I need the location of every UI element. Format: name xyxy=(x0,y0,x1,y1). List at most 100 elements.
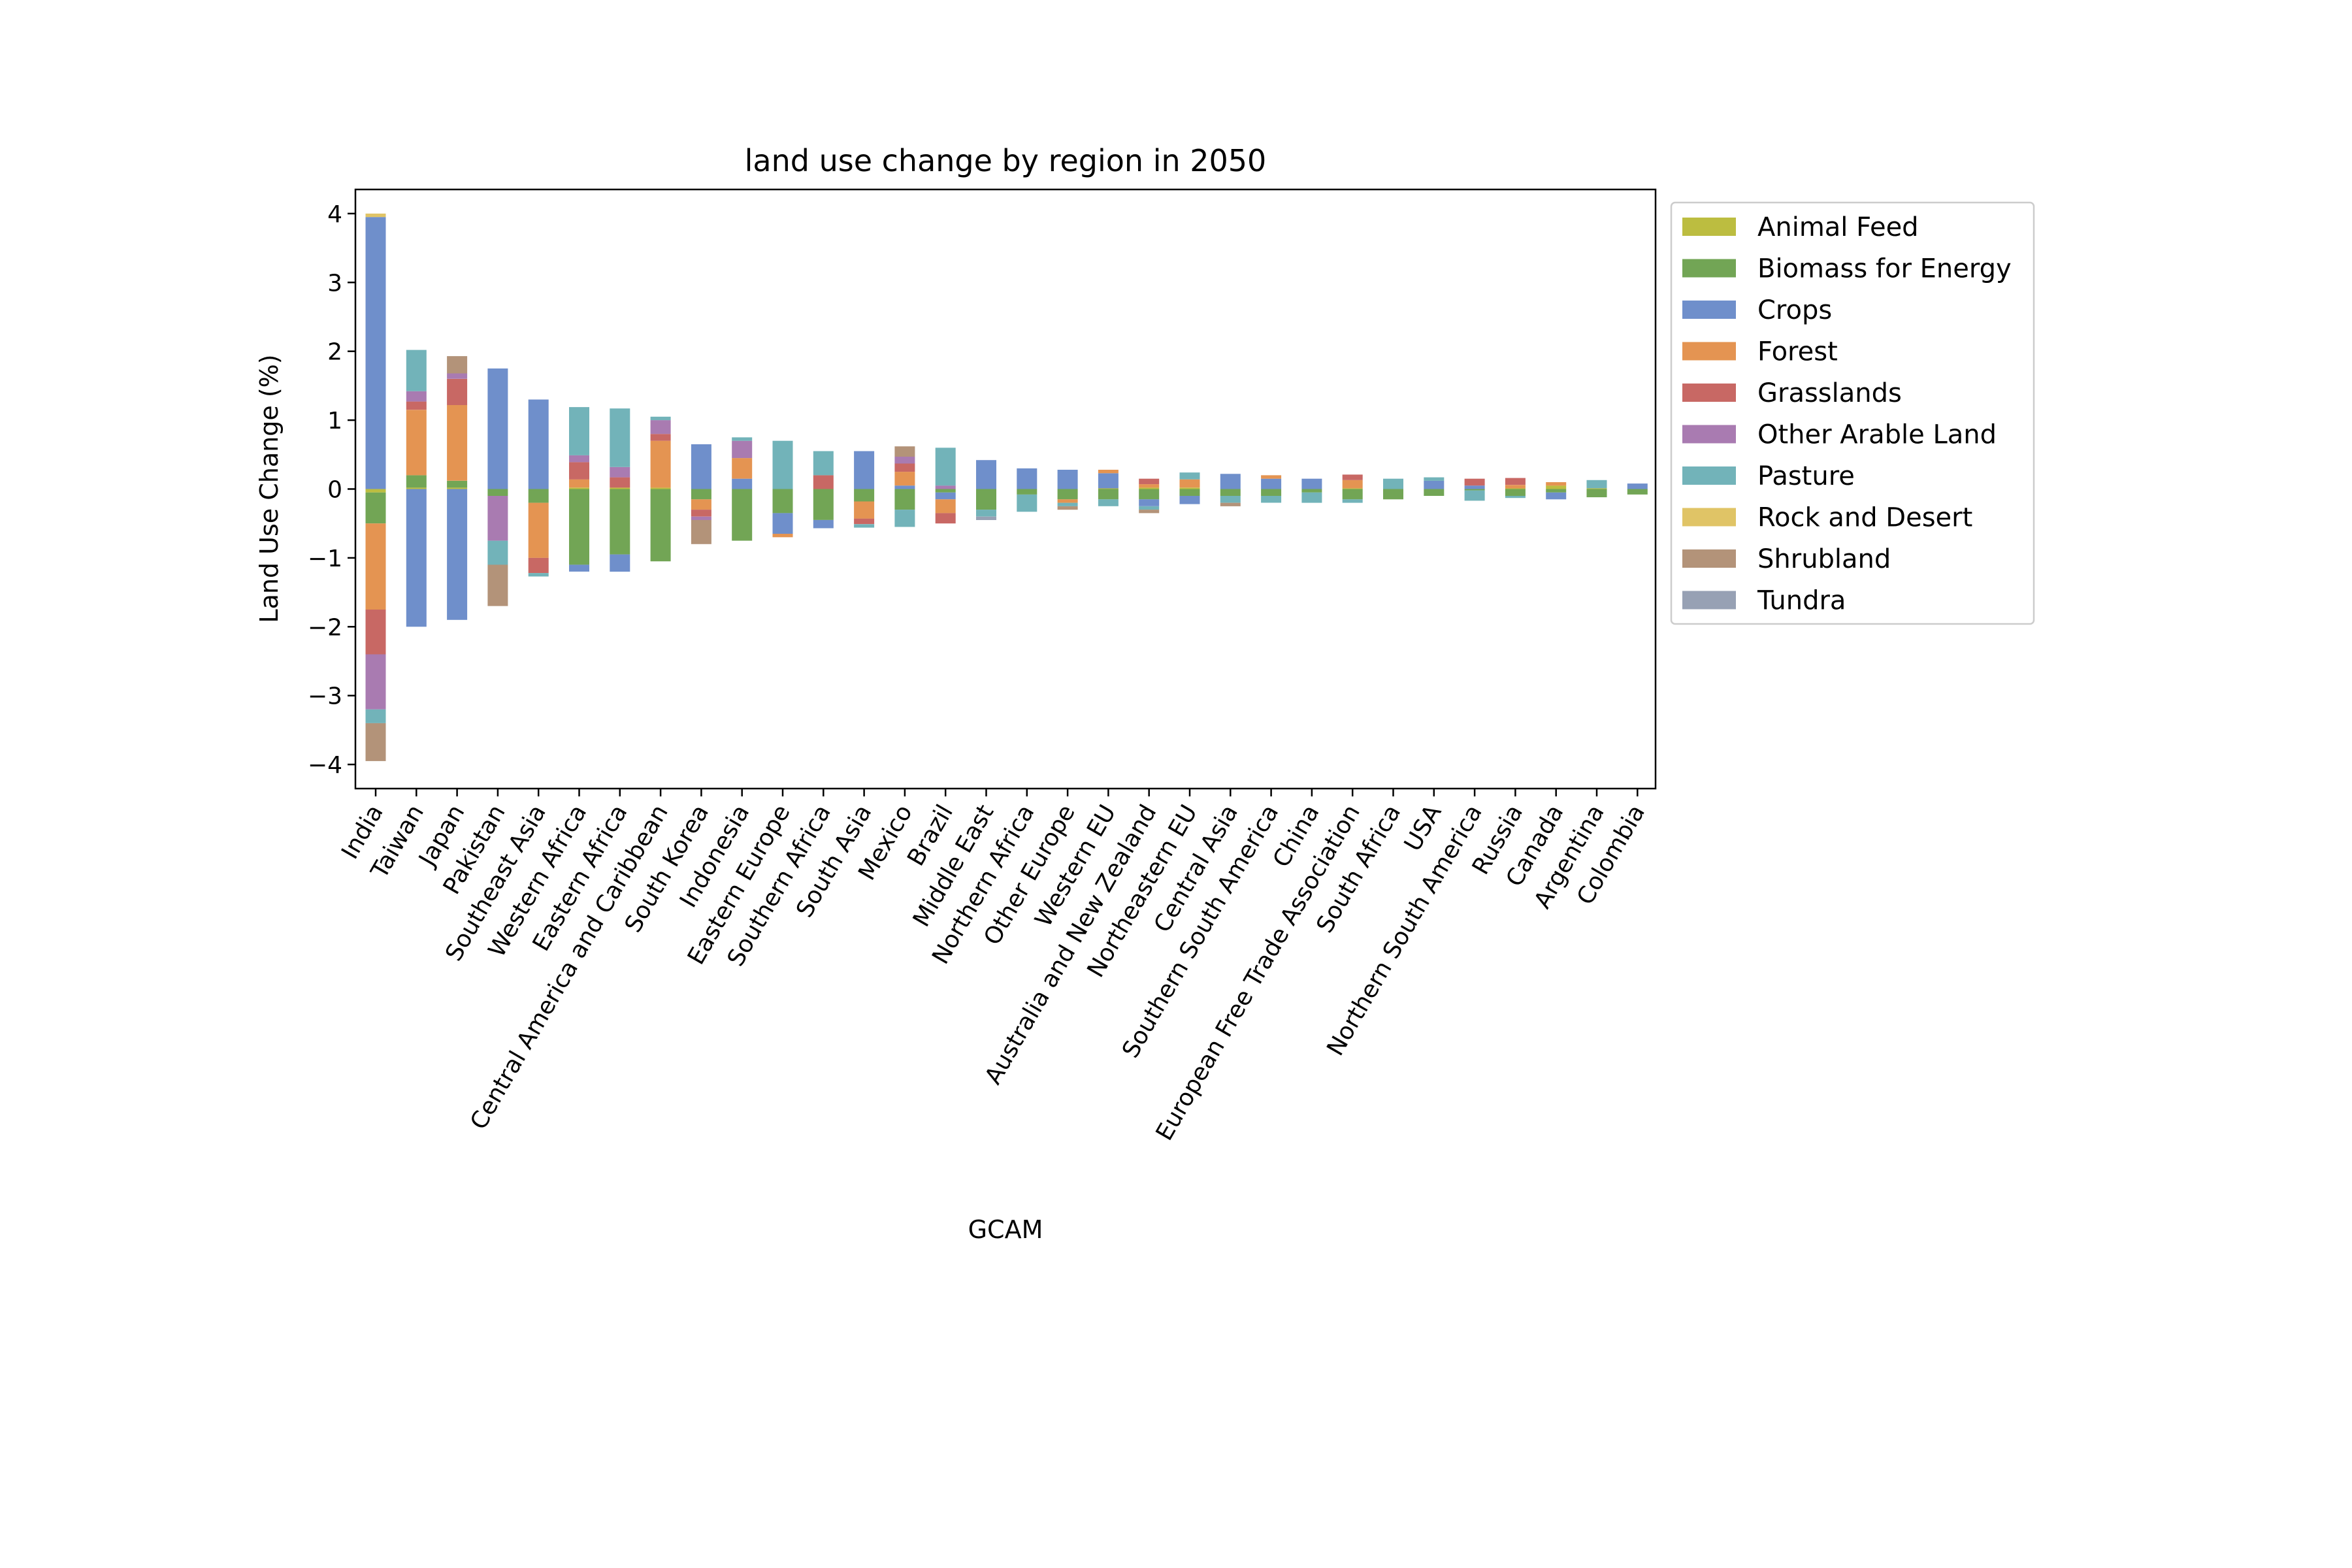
legend-label-tundra: Tundra xyxy=(1757,586,1846,616)
bar-indonesia-forest xyxy=(732,458,753,479)
bar-central-asia-shrubland xyxy=(1220,502,1241,506)
bar-southeast-asia-grasslands xyxy=(528,557,549,574)
bar-central-america-and-caribbean-grasslands xyxy=(650,434,671,441)
bar-pakistan-pasture xyxy=(487,540,508,565)
bar-taiwan-biomass-for-energy xyxy=(406,475,427,488)
bar-western-africa-other-arable-land xyxy=(569,455,589,463)
bar-mexico-forest xyxy=(894,472,915,486)
bar-india-shrubland xyxy=(365,723,386,761)
bar-central-america-and-caribbean-pasture xyxy=(650,416,671,421)
bar-southeast-asia-forest xyxy=(528,502,549,558)
bar-russia-pasture xyxy=(1505,496,1526,498)
bar-australia-and-new-zealand-animal-feed xyxy=(1139,487,1160,489)
bar-central-america-and-caribbean-animal-feed xyxy=(650,487,671,489)
bar-japan-other-arable-land xyxy=(447,373,468,379)
bar-south-asia-forest xyxy=(854,501,875,519)
bar-southern-africa-grasslands xyxy=(813,475,834,489)
bar-western-africa-biomass-for-energy xyxy=(569,489,589,565)
bar-indonesia-biomass-for-energy xyxy=(732,489,753,541)
bar-canada-biomass-for-energy xyxy=(1546,489,1567,493)
bar-colombia-biomass-for-energy xyxy=(1627,489,1648,495)
bar-india-forest xyxy=(365,523,386,610)
y-tick-label: −4 xyxy=(308,752,342,779)
bars-layer xyxy=(365,213,1648,761)
bar-southeast-asia-crops xyxy=(528,399,549,489)
bar-southern-south-america-biomass-for-energy xyxy=(1261,489,1282,496)
bar-australia-and-new-zealand-biomass-for-energy xyxy=(1139,489,1160,500)
bar-southern-south-america-crops xyxy=(1261,478,1282,489)
bar-brazil-forest xyxy=(935,499,956,514)
bar-south-korea-forest xyxy=(691,499,711,510)
bar-northern-south-america-pasture xyxy=(1464,490,1485,501)
bar-northern-africa-pasture xyxy=(1017,494,1037,512)
bar-india-rock-and-desert xyxy=(365,213,386,218)
bar-taiwan-animal-feed xyxy=(406,487,427,489)
bar-mexico-biomass-for-energy xyxy=(894,489,915,510)
bar-northern-south-america-crops xyxy=(1464,485,1485,489)
legend-swatch-shrubland xyxy=(1682,549,1736,568)
legend-swatch-tundra xyxy=(1682,591,1736,610)
legend-swatch-animal-feed xyxy=(1682,218,1736,236)
bar-western-eu-biomass-for-energy xyxy=(1098,489,1119,500)
chart-title: land use change by region in 2050 xyxy=(745,143,1267,178)
bar-indonesia-crops xyxy=(732,478,753,489)
bar-eastern-africa-other-arable-land xyxy=(610,466,630,478)
bar-european-free-trade-association-animal-feed xyxy=(1342,488,1363,489)
bar-central-asia-biomass-for-energy xyxy=(1220,489,1241,496)
x-axis-label: GCAM xyxy=(968,1215,1043,1244)
bar-australia-and-new-zealand-forest xyxy=(1139,484,1160,488)
bar-western-eu-crops xyxy=(1098,473,1119,489)
bar-canada-animal-feed xyxy=(1546,485,1567,489)
bar-pakistan-biomass-for-energy xyxy=(487,489,508,496)
bar-brazil-grasslands xyxy=(935,513,956,524)
bar-brazil-crops xyxy=(935,492,956,500)
bar-central-america-and-caribbean-other-arable-land xyxy=(650,420,671,434)
bar-eastern-africa-grasslands xyxy=(610,477,630,488)
bar-southern-south-america-forest xyxy=(1261,475,1282,479)
bar-eastern-europe-biomass-for-energy xyxy=(772,489,793,514)
bar-other-europe-crops xyxy=(1057,470,1078,489)
legend-swatch-grasslands xyxy=(1682,384,1736,402)
bar-japan-shrubland xyxy=(447,356,468,374)
legend: Animal Feed Biomass for Energy Crops Forest… xyxy=(1670,201,2035,625)
y-tick-label: −2 xyxy=(308,614,342,641)
bar-colombia-crops xyxy=(1627,483,1648,489)
bar-western-eu-forest xyxy=(1098,470,1119,474)
legend-label-biomass-for-energy: Biomass for Energy xyxy=(1757,254,2012,284)
bar-northeastern-eu-pasture xyxy=(1179,472,1200,480)
legend-label-crops: Crops xyxy=(1757,295,1832,325)
bar-northern-south-america-biomass-for-energy xyxy=(1464,489,1485,491)
bar-western-eu-pasture xyxy=(1098,499,1119,506)
bar-middle-east-tundra xyxy=(976,516,996,520)
legend-label-rock-and-desert: Rock and Desert xyxy=(1757,503,1972,533)
bar-south-africa-pasture xyxy=(1383,478,1403,489)
bar-australia-and-new-zealand-shrubland xyxy=(1139,510,1160,514)
bar-northeastern-eu-forest xyxy=(1179,479,1200,488)
bar-india-animal-feed xyxy=(365,489,386,493)
bar-india-other-arable-land xyxy=(365,654,386,710)
bar-southeast-asia-pasture xyxy=(528,573,549,577)
bar-usa-pasture xyxy=(1424,477,1445,481)
bar-western-africa-forest xyxy=(569,479,589,488)
bar-japan-grasslands xyxy=(447,378,468,405)
legend-swatch-biomass-for-energy xyxy=(1682,259,1736,278)
bar-eastern-africa-biomass-for-energy xyxy=(610,489,630,555)
bar-northeastern-eu-animal-feed xyxy=(1179,487,1200,489)
bar-usa-crops xyxy=(1424,480,1445,489)
bar-india-grasslands xyxy=(365,610,386,655)
bar-mexico-shrubland xyxy=(894,446,915,457)
bar-northern-south-america-grasslands xyxy=(1464,478,1485,486)
bar-australia-and-new-zealand-grasslands xyxy=(1139,478,1160,485)
bar-western-africa-animal-feed xyxy=(569,487,589,489)
bar-india-pasture xyxy=(365,709,386,723)
bar-brazil-pasture xyxy=(935,448,956,486)
bar-taiwan-grasslands xyxy=(406,401,427,410)
bar-indonesia-other-arable-land xyxy=(732,440,753,459)
y-tick-label: 4 xyxy=(327,201,342,228)
legend-swatch-forest xyxy=(1682,342,1736,361)
bar-argentina-animal-feed xyxy=(1586,488,1607,489)
bar-southern-africa-biomass-for-energy xyxy=(813,489,834,520)
bar-taiwan-forest xyxy=(406,410,427,476)
bar-south-asia-biomass-for-energy xyxy=(854,489,875,502)
